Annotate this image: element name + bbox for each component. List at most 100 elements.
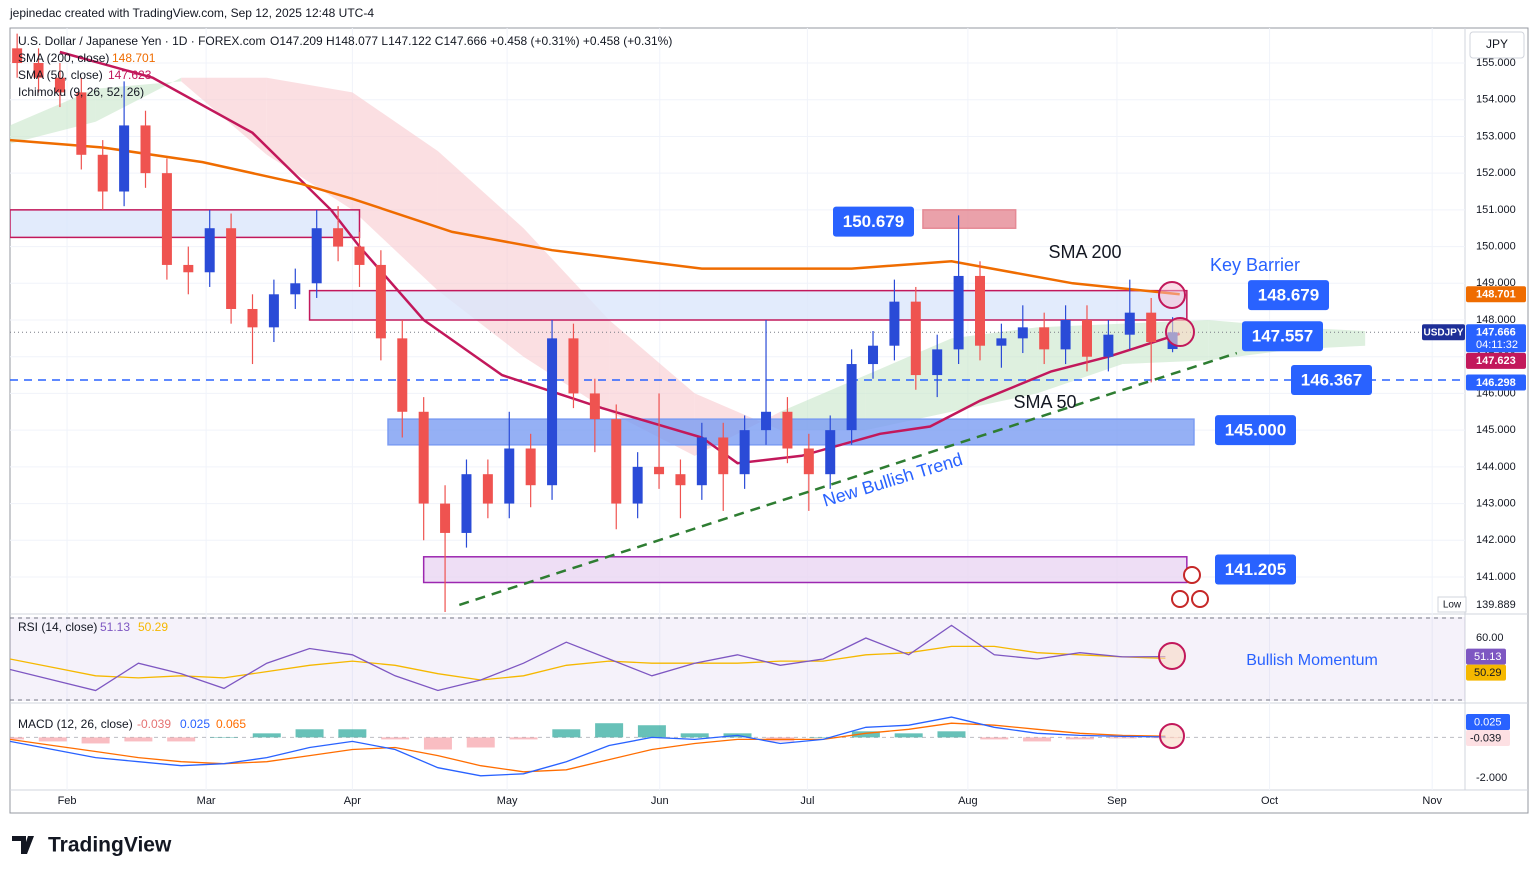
macd-pane <box>10 716 1465 777</box>
x-tick-label: Aug <box>958 795 978 807</box>
candle-body <box>418 411 429 504</box>
x-tick-label: Oct <box>1261 795 1278 807</box>
candle-body <box>696 437 707 486</box>
candle-body <box>953 275 964 350</box>
ichimoku-cloud <box>266 77 353 210</box>
macd-histogram <box>637 725 666 738</box>
candle-body <box>525 448 536 486</box>
price-tag-label: 147.623 <box>1476 355 1516 367</box>
macd-histogram <box>1023 737 1052 742</box>
candle-body <box>311 228 322 284</box>
macd-histogram <box>167 737 196 742</box>
rsi-label: Bullish Momentum <box>1246 652 1378 669</box>
macd-hist-value: -0.039 <box>137 717 171 731</box>
attribution: jepinedac created with TradingView.com, … <box>9 6 374 20</box>
candle-body <box>1081 320 1092 357</box>
x-tick-label: Feb <box>58 795 77 807</box>
candle-body <box>675 474 686 486</box>
candle-body <box>803 448 814 475</box>
main-pane <box>10 33 1465 612</box>
price-tag <box>1466 352 1526 369</box>
candle-body <box>718 437 729 475</box>
logo-icon <box>12 836 34 854</box>
macd-signal-value: 0.065 <box>216 717 246 731</box>
ichimoku-cloud <box>352 92 438 291</box>
ichimoku-cloud <box>10 88 96 144</box>
level-callout <box>1248 280 1329 311</box>
event-flag[interactable] <box>1191 590 1209 608</box>
candle-body <box>375 264 386 339</box>
candle-body <box>33 63 44 78</box>
rsi-tag <box>1466 648 1506 665</box>
macd-histogram <box>381 737 410 740</box>
macd-tag <box>1466 714 1510 730</box>
rsi-band <box>10 617 1465 701</box>
macd-histogram <box>851 731 880 738</box>
y-tick-label: 150.000 <box>1476 240 1516 252</box>
candle-body <box>204 228 215 273</box>
candle-body <box>268 294 279 328</box>
macd-histogram <box>509 737 538 740</box>
countdown: 04:11:32 <box>1476 339 1518 351</box>
candle-body <box>461 474 472 533</box>
candle-body <box>54 77 65 93</box>
ichimoku-cloud <box>951 327 1038 412</box>
candle-body <box>868 345 879 365</box>
rsi-ma-tag-label: 50.29 <box>1474 667 1502 679</box>
highlight-circle <box>1165 317 1195 347</box>
annotation: SMA 200 <box>1048 242 1121 262</box>
macd-histogram <box>680 733 709 738</box>
candle-body <box>247 308 258 328</box>
candle-body <box>290 283 301 295</box>
x-tick-label: Jun <box>651 795 669 807</box>
candle-body <box>932 349 943 376</box>
quote: O147.209 H148.077 L147.122 C147.666 +0.4… <box>270 34 672 48</box>
candle-body <box>1060 320 1071 350</box>
footer <box>0 815 1538 875</box>
x-tick-label: Mar <box>197 795 216 807</box>
macd-title: MACD (12, 26, close) <box>18 717 133 731</box>
highlight-circle <box>1159 723 1185 749</box>
rsi-ma-tag <box>1466 664 1506 681</box>
candle-body <box>739 430 750 475</box>
moving-average <box>10 138 1180 296</box>
candle-body <box>76 92 87 155</box>
candle-body <box>547 338 558 486</box>
candle-body <box>910 301 921 376</box>
price-tag-label: 148.701 <box>1476 289 1516 301</box>
macd-histogram <box>1108 737 1137 739</box>
symbol-tag <box>1422 324 1465 341</box>
level-callout <box>833 206 914 237</box>
macd-histogram <box>809 737 838 738</box>
highlight-circle <box>1158 642 1186 670</box>
price-tag-label: 146.298 <box>1476 377 1516 389</box>
macd-hist-tag <box>1466 730 1510 746</box>
macd-histogram <box>423 737 452 750</box>
macd-histogram <box>552 729 581 738</box>
candle-body <box>782 411 793 449</box>
level-callout <box>1242 321 1323 352</box>
macd-histogram <box>466 737 495 748</box>
macd-histogram <box>295 729 324 738</box>
event-flag[interactable] <box>1171 590 1189 608</box>
y-tick-label: 149.000 <box>1476 277 1516 289</box>
price-tag <box>1466 374 1526 391</box>
x-tick-label: May <box>497 795 518 807</box>
candle-body <box>889 301 900 346</box>
price-zone <box>922 209 1017 229</box>
currency-box[interactable] <box>1469 31 1525 59</box>
candle-body <box>397 338 408 412</box>
rsi-tick-label: 60.00 <box>1476 632 1504 644</box>
y-tick-label: 144.000 <box>1476 461 1516 473</box>
candle-body <box>761 411 772 431</box>
event-flag[interactable] <box>1183 566 1201 584</box>
annotation: Key Barrier <box>1210 255 1300 275</box>
macd-histogram <box>10 737 24 740</box>
low-tag <box>1437 596 1467 613</box>
x-tick-label: Apr <box>344 795 361 807</box>
candle-body <box>333 228 344 247</box>
level-callout-label: 150.679 <box>843 212 904 231</box>
y-tick-label: 151.000 <box>1476 204 1516 216</box>
candle-body <box>825 430 836 475</box>
rsi-tag-label: 51.13 <box>1474 651 1502 663</box>
